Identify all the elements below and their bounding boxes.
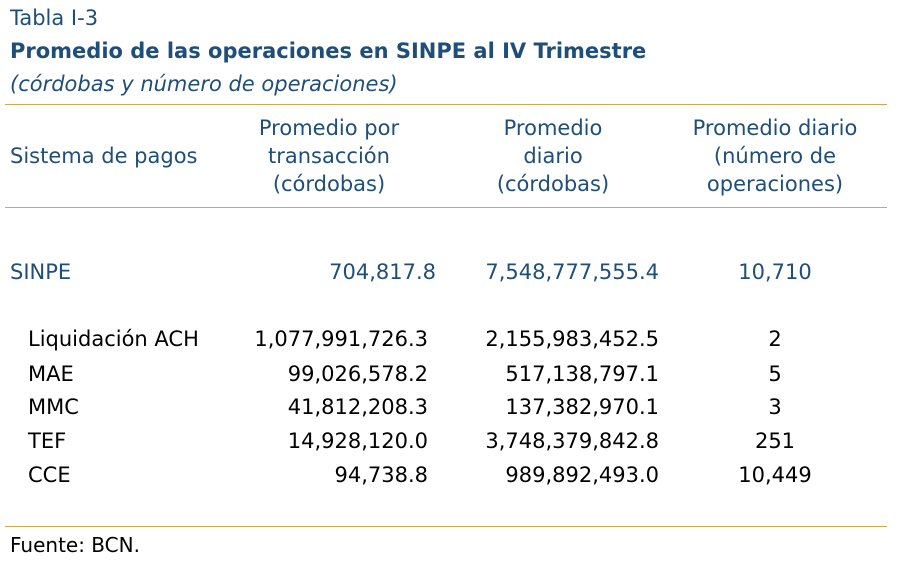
row-name: TEF [28,429,67,453]
header-promedio-diario-operaciones: Promedio diario (número de operaciones) [670,114,880,198]
table-row: TEF 14,928,120.0 3,748,379,842.8 251 [0,426,899,456]
header-rule [5,207,887,208]
row-name: MMC [28,395,79,419]
header-line: (número de [713,144,837,168]
row-name: CCE [28,463,71,487]
header-line: transacción [268,144,390,168]
header-line: (córdobas) [272,172,386,196]
row-name: Liquidación ACH [28,327,199,351]
table-row: MAE 99,026,578.2 517,138,797.1 5 [0,359,899,389]
row-daily-ops: 10,449 [738,463,812,487]
row-avg-per-transaction: 1,077,991,726.3 [254,327,428,351]
table-subtitle: (córdobas y número de operaciones) [10,72,398,96]
row-daily-avg: 137,382,970.1 [505,395,659,419]
header-line: Promedio diario [692,116,858,140]
table-label: Tabla I-3 [10,6,99,30]
top-rule [5,104,887,105]
row-avg-per-transaction: 94,738.8 [334,463,428,487]
row-avg-per-transaction: 14,928,120.0 [287,429,428,453]
total-row: SINPE 704,817.8 7,548,777,555.4 10,710 [0,257,899,287]
row-daily-avg: 3,748,379,842.8 [485,429,659,453]
header-line: diario [523,144,583,168]
row-daily-avg: 989,892,493.0 [505,463,659,487]
table-title: Promedio de las operaciones en SINPE al … [10,39,647,63]
table-row: Liquidación ACH 1,077,991,726.3 2,155,98… [0,324,899,354]
row-name: SINPE [10,260,72,284]
header-line: (córdobas) [496,172,610,196]
source-note: Fuente: BCN. [10,533,140,557]
header-line: Promedio [503,116,603,140]
row-daily-avg: 517,138,797.1 [505,362,659,386]
header-line: operaciones) [706,172,844,196]
table-row: MMC 41,812,208.3 137,382,970.1 3 [0,392,899,422]
row-daily-avg: 2,155,983,452.5 [485,327,659,351]
header-line: Promedio por [258,116,400,140]
header-promedio-diario: Promedio diario (córdobas) [453,114,653,198]
row-daily-ops: 3 [768,395,782,419]
row-daily-ops: 10,710 [738,260,812,284]
bottom-rule [5,526,887,527]
header-line: Sistema de pagos [10,144,198,168]
row-name: MAE [28,362,74,386]
row-avg-per-transaction: 704,817.8 [329,260,436,284]
row-daily-ops: 2 [768,327,782,351]
header-sistema-de-pagos: Sistema de pagos [10,142,198,170]
row-daily-ops: 251 [754,429,796,453]
row-avg-per-transaction: 41,812,208.3 [287,395,428,419]
row-daily-avg: 7,548,777,555.4 [485,260,659,284]
header-promedio-por-transaccion: Promedio por transacción (córdobas) [229,114,429,198]
row-daily-ops: 5 [768,362,782,386]
table-row: CCE 94,738.8 989,892,493.0 10,449 [0,460,899,490]
row-avg-per-transaction: 99,026,578.2 [287,362,428,386]
